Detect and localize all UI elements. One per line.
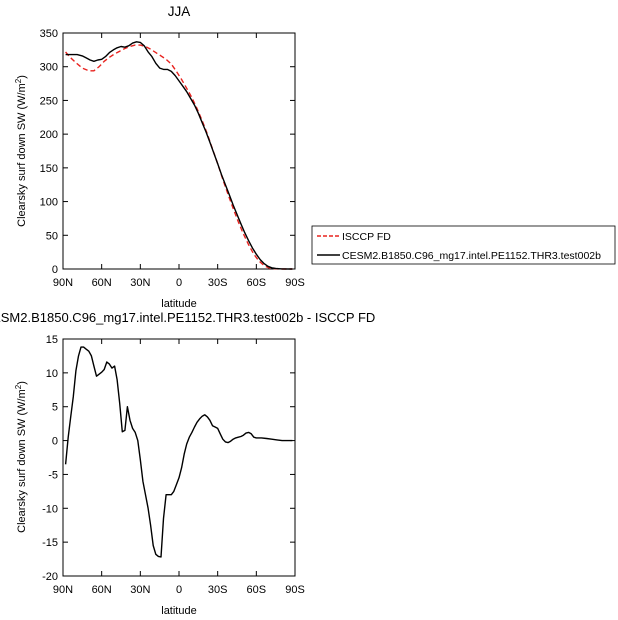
x-tick-label: 30N bbox=[130, 277, 150, 289]
x-tick-label: 0 bbox=[176, 584, 182, 596]
y-tick-label: 350 bbox=[40, 28, 58, 40]
x-tick-label: 60N bbox=[92, 277, 112, 289]
top-chart-y-axis-label: Clearsky surf down SW (W/m2) bbox=[14, 75, 28, 227]
top-chart-series bbox=[65, 41, 293, 270]
legend: ISCCP FD CESM2.B1850.C96_mg17.intel.PE11… bbox=[311, 225, 616, 265]
x-tick-label: 30S bbox=[208, 277, 228, 289]
top-chart-x-ticks: 90N 60N 30N 0 30S 60S 90S bbox=[53, 33, 305, 289]
bottom-chart-series bbox=[64, 346, 293, 558]
x-tick-label: 60S bbox=[247, 584, 267, 596]
x-tick-label: 30S bbox=[208, 584, 228, 596]
model-series-line bbox=[65, 41, 293, 270]
y-tick-label: 150 bbox=[40, 163, 58, 175]
bottom-chart-x-ticks: 90N 60N 30N 0 30S 60S 90S bbox=[53, 339, 305, 596]
bottom-chart: CESM2.B1850.C96_mg17.intel.PE1152.THR3.t… bbox=[0, 310, 375, 617]
y-tick-label: 100 bbox=[40, 197, 58, 209]
y-tick-label: -5 bbox=[48, 469, 58, 481]
x-tick-label: 90N bbox=[53, 584, 73, 596]
y-tick-label: 10 bbox=[46, 368, 58, 380]
isccp-series-line bbox=[65, 44, 293, 270]
x-tick-label: 0 bbox=[176, 277, 182, 289]
top-chart-title: JJA bbox=[168, 4, 191, 19]
bottom-chart-title: CESM2.B1850.C96_mg17.intel.PE1152.THR3.t… bbox=[0, 310, 375, 325]
bottom-chart-y-axis-label: Clearsky surf down SW (W/m2) bbox=[14, 381, 28, 533]
x-tick-label: 60N bbox=[92, 584, 112, 596]
y-tick-label: 0 bbox=[52, 436, 58, 448]
y-tick-label: 15 bbox=[46, 334, 58, 346]
x-tick-label: 90N bbox=[53, 277, 73, 289]
y-tick-label: 50 bbox=[46, 230, 58, 242]
y-tick-label: -10 bbox=[42, 503, 58, 515]
y-tick-label: 300 bbox=[40, 62, 58, 74]
legend-label-cesm: CESM2.B1850.C96_mg17.intel.PE1152.THR3.t… bbox=[342, 250, 601, 262]
top-chart-y-ticks: 0 50 100 150 200 250 300 350 bbox=[40, 28, 295, 276]
bottom-chart-y-ticks: -20 -15 -10 -5 0 5 10 15 bbox=[42, 334, 295, 583]
legend-box bbox=[311, 225, 616, 265]
y-tick-label: 5 bbox=[52, 402, 58, 414]
y-tick-label: 0 bbox=[52, 264, 58, 276]
legend-label-isccp: ISCCP FD bbox=[342, 231, 391, 243]
y-tick-label: -20 bbox=[42, 571, 58, 583]
y-tick-label: 200 bbox=[40, 129, 58, 141]
top-chart-x-axis-label: latitude bbox=[161, 298, 196, 310]
x-tick-label: 90S bbox=[285, 584, 305, 596]
y-tick-label: -15 bbox=[42, 537, 58, 549]
bottom-chart-x-axis-label: latitude bbox=[161, 605, 196, 617]
model-series-line bbox=[64, 346, 293, 558]
x-tick-label: 90S bbox=[285, 277, 305, 289]
x-tick-label: 60S bbox=[247, 277, 267, 289]
y-tick-label: 250 bbox=[40, 95, 58, 107]
x-tick-label: 30N bbox=[130, 584, 150, 596]
top-chart: JJA 0 50 100 150 200 250 300 350 90N 60N 30N 0 30S 6… bbox=[14, 4, 305, 310]
